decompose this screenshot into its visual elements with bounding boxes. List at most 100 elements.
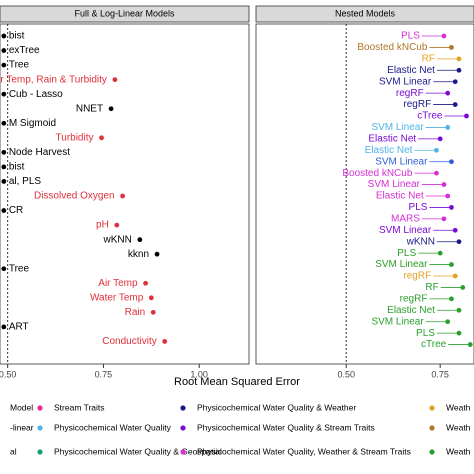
legend-label: Physicochemical Water Quality & Weather [197, 402, 356, 412]
point-label: Turbidity [56, 132, 94, 143]
panel-title: Full & Log-Linear Models [74, 8, 175, 18]
point-label: exTree [9, 45, 40, 56]
legend-marker [429, 449, 435, 455]
point-label: CR [9, 205, 23, 216]
point-label: Boosted kNCub [342, 168, 412, 179]
legend-marker [180, 425, 186, 431]
point-label: cTree [417, 111, 443, 122]
point-label: pH [96, 220, 109, 231]
legend-label: Weath [446, 446, 471, 456]
point [99, 135, 104, 141]
panel-title: Nested Models [335, 8, 396, 18]
legend-marker [37, 449, 43, 455]
point-label: wKNN [102, 234, 131, 245]
point [1, 179, 7, 184]
point-label: bist [9, 31, 25, 42]
point [1, 120, 7, 126]
point [114, 222, 120, 228]
point-label: regRF [403, 99, 431, 110]
legend-marker [429, 425, 435, 431]
legend-label: Weath [446, 402, 471, 412]
point-label: PLS [416, 328, 435, 339]
point-label: regRF [403, 271, 431, 282]
legend-label: Physicochemical Water Quality & Stream T… [197, 422, 375, 432]
legend-marker [37, 425, 43, 431]
x-tick-label: 1.00 [190, 369, 208, 379]
point-label: Boosted kNCub [357, 42, 427, 53]
point-label: MARS [391, 213, 420, 224]
point-label: Conductivity [102, 336, 156, 347]
point [154, 251, 160, 257]
point-label: Tree [9, 263, 30, 274]
point-label: SVM Linear [379, 225, 432, 236]
point [112, 77, 118, 83]
x-tick-label: 0.50 [337, 369, 355, 379]
point-label: RF [425, 282, 438, 293]
legend-label: Weath [446, 422, 471, 432]
point-label: kknn [128, 249, 149, 260]
point [143, 280, 148, 286]
point-label: SVM Linear [375, 156, 428, 167]
point-label: Cub - Lasso [9, 89, 63, 100]
point-label: Water Temp [90, 292, 144, 303]
point [1, 266, 7, 272]
point [148, 295, 154, 301]
point-label: al, PLS [9, 176, 42, 187]
point-label: SVM Linear [371, 122, 424, 133]
point-label: SVM Linear [371, 316, 424, 327]
legend-label: Physicochemical Water Quality, Weather &… [197, 446, 411, 456]
point-label: Elastic Net [368, 133, 416, 144]
point-label: SVM Linear [375, 259, 428, 270]
point-label: wKNN [406, 236, 435, 247]
legend-label: al [10, 446, 17, 456]
x-axis-title: Root Mean Squared Error [174, 376, 300, 388]
point-label: NNET [76, 103, 103, 114]
point [1, 324, 7, 330]
point-label: SVM Linear [368, 179, 421, 190]
point [1, 91, 7, 97]
panel-strip [255, 5, 474, 23]
legend-marker [37, 405, 43, 411]
point-label: PLS [401, 31, 420, 42]
point-label: Elastic Net [376, 191, 424, 202]
legend-marker [429, 405, 435, 411]
legend-label: Stream Traits [54, 402, 105, 412]
point-label: Dissolved Oxygen [34, 191, 115, 202]
point-label: Rain [125, 307, 146, 318]
point [1, 33, 7, 39]
point [137, 237, 143, 243]
point-label: Node Harvest [9, 147, 70, 158]
legend-label: Physicochemical Water Quality & Geospati… [54, 446, 222, 456]
legend-label: -linear [10, 422, 34, 432]
point-label: ART [9, 322, 29, 333]
panel-strip [0, 5, 250, 23]
x-tick-label: 0.75 [431, 369, 449, 379]
x-tick-label: 0.50 [0, 369, 16, 379]
point-label: PLS [409, 202, 428, 213]
legend-marker [180, 405, 186, 411]
panel-border [255, 23, 474, 365]
point [162, 339, 168, 344]
point [1, 62, 7, 68]
panel-border [0, 23, 250, 365]
point-label: regRF [396, 88, 424, 99]
point-label: Air Temp [98, 278, 138, 289]
point-label: PLS [397, 248, 416, 259]
point-label: M Sigmoid [9, 118, 56, 129]
point [1, 208, 7, 213]
point-label: regRF [400, 293, 428, 304]
point-label: cTree [421, 339, 447, 350]
point-label: Elastic Net [387, 305, 435, 316]
point-label: Air Temp, Rain & Turbidity [0, 74, 107, 85]
point [1, 164, 7, 170]
point-label: SVM Linear [379, 76, 432, 87]
legend-marker [180, 449, 186, 455]
point-label: Elastic Net [365, 145, 413, 156]
point-label: Elastic Net [387, 65, 435, 76]
point [150, 309, 156, 315]
point [1, 48, 7, 53]
point-label: Tree [9, 60, 30, 71]
legend-label: Physicochemical Water Quality [54, 422, 172, 432]
legend-label: Model [10, 402, 33, 412]
